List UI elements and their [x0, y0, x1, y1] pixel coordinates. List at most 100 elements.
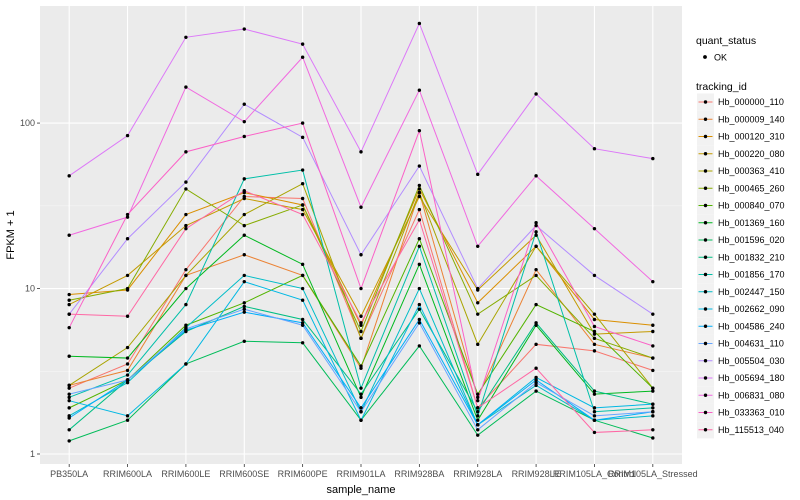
legend-key-point	[703, 238, 708, 242]
data-point	[476, 410, 480, 414]
data-point	[242, 233, 246, 237]
data-point	[125, 378, 130, 382]
data-point	[300, 317, 305, 322]
data-point	[184, 323, 188, 327]
data-point	[592, 324, 597, 329]
data-point	[125, 314, 130, 318]
data-point	[417, 244, 422, 248]
data-point	[417, 128, 422, 133]
data-point	[67, 398, 71, 403]
legend-label: Hb_005504_030	[718, 356, 785, 366]
legend-label: Hb_000840_070	[718, 201, 785, 211]
quant-legend-label: OK	[714, 53, 727, 63]
data-point	[592, 273, 597, 278]
data-point	[125, 368, 130, 373]
x-tick-label: RRIM600LA	[103, 469, 152, 479]
data-point	[67, 302, 71, 307]
data-point	[184, 180, 188, 184]
data-point	[300, 298, 305, 302]
quant-legend-title: quant_status	[696, 35, 756, 47]
legend-key-point	[703, 428, 708, 432]
data-point	[534, 321, 538, 325]
legend-label: Hb_000120_310	[718, 132, 785, 142]
data-point	[300, 273, 305, 278]
data-point	[125, 273, 130, 278]
data-point	[476, 406, 480, 410]
data-point	[417, 307, 422, 311]
quant-legend-key-point	[703, 55, 707, 59]
legend-label: Hb_001369_160	[718, 218, 785, 228]
data-point	[417, 88, 422, 92]
data-point	[534, 174, 538, 178]
data-point	[534, 230, 538, 234]
data-point	[592, 414, 597, 418]
data-point	[417, 302, 422, 307]
data-point	[592, 406, 597, 410]
data-point	[651, 402, 655, 406]
x-tick-label: RRIM928LE	[512, 469, 561, 479]
data-point	[417, 207, 422, 212]
data-point	[534, 244, 538, 248]
legend-key-point	[703, 341, 708, 346]
data-point	[184, 150, 188, 154]
data-point	[592, 410, 597, 414]
data-point	[184, 85, 188, 89]
data-point	[125, 380, 130, 385]
data-point	[534, 273, 538, 278]
data-point	[359, 395, 363, 400]
data-point	[67, 392, 71, 396]
data-point	[359, 418, 363, 422]
x-tick-label: RRIM600PE	[278, 469, 328, 479]
legend-key-point	[703, 186, 708, 190]
x-tick-label: RRIM600SE	[219, 469, 269, 479]
data-point	[592, 329, 597, 334]
data-point	[476, 244, 480, 248]
data-point	[592, 332, 597, 336]
data-point	[67, 416, 71, 420]
data-point	[67, 383, 71, 388]
data-point	[300, 262, 305, 267]
legend-label: Hb_000465_260	[718, 183, 785, 193]
data-point	[534, 267, 538, 272]
legend-key-point	[703, 100, 708, 104]
data-point	[242, 189, 246, 193]
data-point	[417, 262, 422, 267]
data-point	[125, 286, 130, 291]
data-point	[300, 212, 305, 217]
data-point	[476, 312, 480, 316]
data-point	[476, 428, 480, 432]
data-point	[534, 223, 538, 228]
y-axis-title: FPKM + 1	[5, 210, 17, 259]
data-point	[184, 302, 188, 307]
data-point	[184, 35, 188, 39]
data-point	[359, 336, 363, 341]
data-point	[651, 386, 655, 390]
data-point	[476, 423, 480, 427]
tracking-legend-title: tracking_id	[696, 81, 747, 93]
data-point	[67, 325, 71, 330]
data-point	[592, 336, 597, 341]
data-point	[651, 329, 655, 334]
data-point	[359, 386, 363, 390]
data-point	[476, 418, 480, 422]
data-point	[359, 406, 363, 410]
data-point	[417, 190, 422, 195]
x-axis-ticks: PB350LA RRIM600LA RRIM600LE RRIM600SE RRIM60…	[50, 464, 698, 479]
legend-label: Hb_115513_040	[718, 425, 784, 435]
data-point	[300, 55, 305, 59]
data-point	[651, 156, 655, 161]
data-point	[651, 414, 655, 418]
data-point	[534, 302, 538, 307]
legend-key-point	[703, 290, 708, 294]
data-point	[476, 398, 480, 403]
data-point	[184, 362, 188, 366]
x-tick-label: RRIM928BA	[394, 469, 444, 479]
data-point	[534, 233, 538, 237]
legend-label: Hb_004631_110	[718, 339, 784, 349]
data-point	[592, 312, 597, 316]
data-point	[534, 342, 538, 347]
legend-label: Hb_001832_210	[718, 252, 785, 262]
data-point	[651, 312, 655, 316]
data-point	[651, 406, 655, 410]
data-point	[125, 212, 130, 217]
